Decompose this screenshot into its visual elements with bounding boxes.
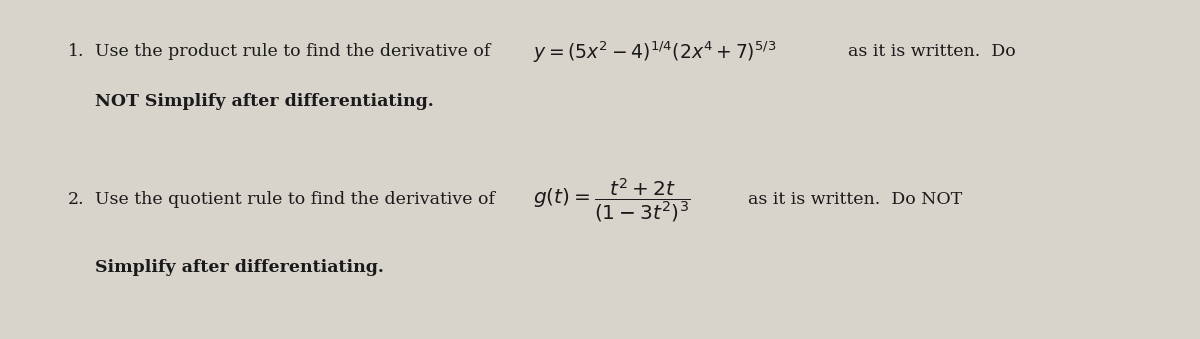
Text: $g(t)=\dfrac{t^{2}+2t}{\left(1-3t^{2}\right)^{3}}$: $g(t)=\dfrac{t^{2}+2t}{\left(1-3t^{2}\ri… xyxy=(533,176,690,224)
Text: as it is written.  Do NOT: as it is written. Do NOT xyxy=(748,192,962,208)
Text: Simplify after differentiating.: Simplify after differentiating. xyxy=(95,259,384,277)
Text: $y=\left(5x^{2}-4\right)^{1/4}\left(2x^{4}+7\right)^{5/3}$: $y=\left(5x^{2}-4\right)^{1/4}\left(2x^{… xyxy=(533,39,776,65)
Text: 1.: 1. xyxy=(68,43,84,60)
Text: NOT Simplify after differentiating.: NOT Simplify after differentiating. xyxy=(95,94,433,111)
Text: 2.: 2. xyxy=(68,192,85,208)
Text: Use the quotient rule to find the derivative of: Use the quotient rule to find the deriva… xyxy=(95,192,496,208)
Text: as it is written.  Do: as it is written. Do xyxy=(848,43,1015,60)
Text: Use the product rule to find the derivative of: Use the product rule to find the derivat… xyxy=(95,43,491,60)
